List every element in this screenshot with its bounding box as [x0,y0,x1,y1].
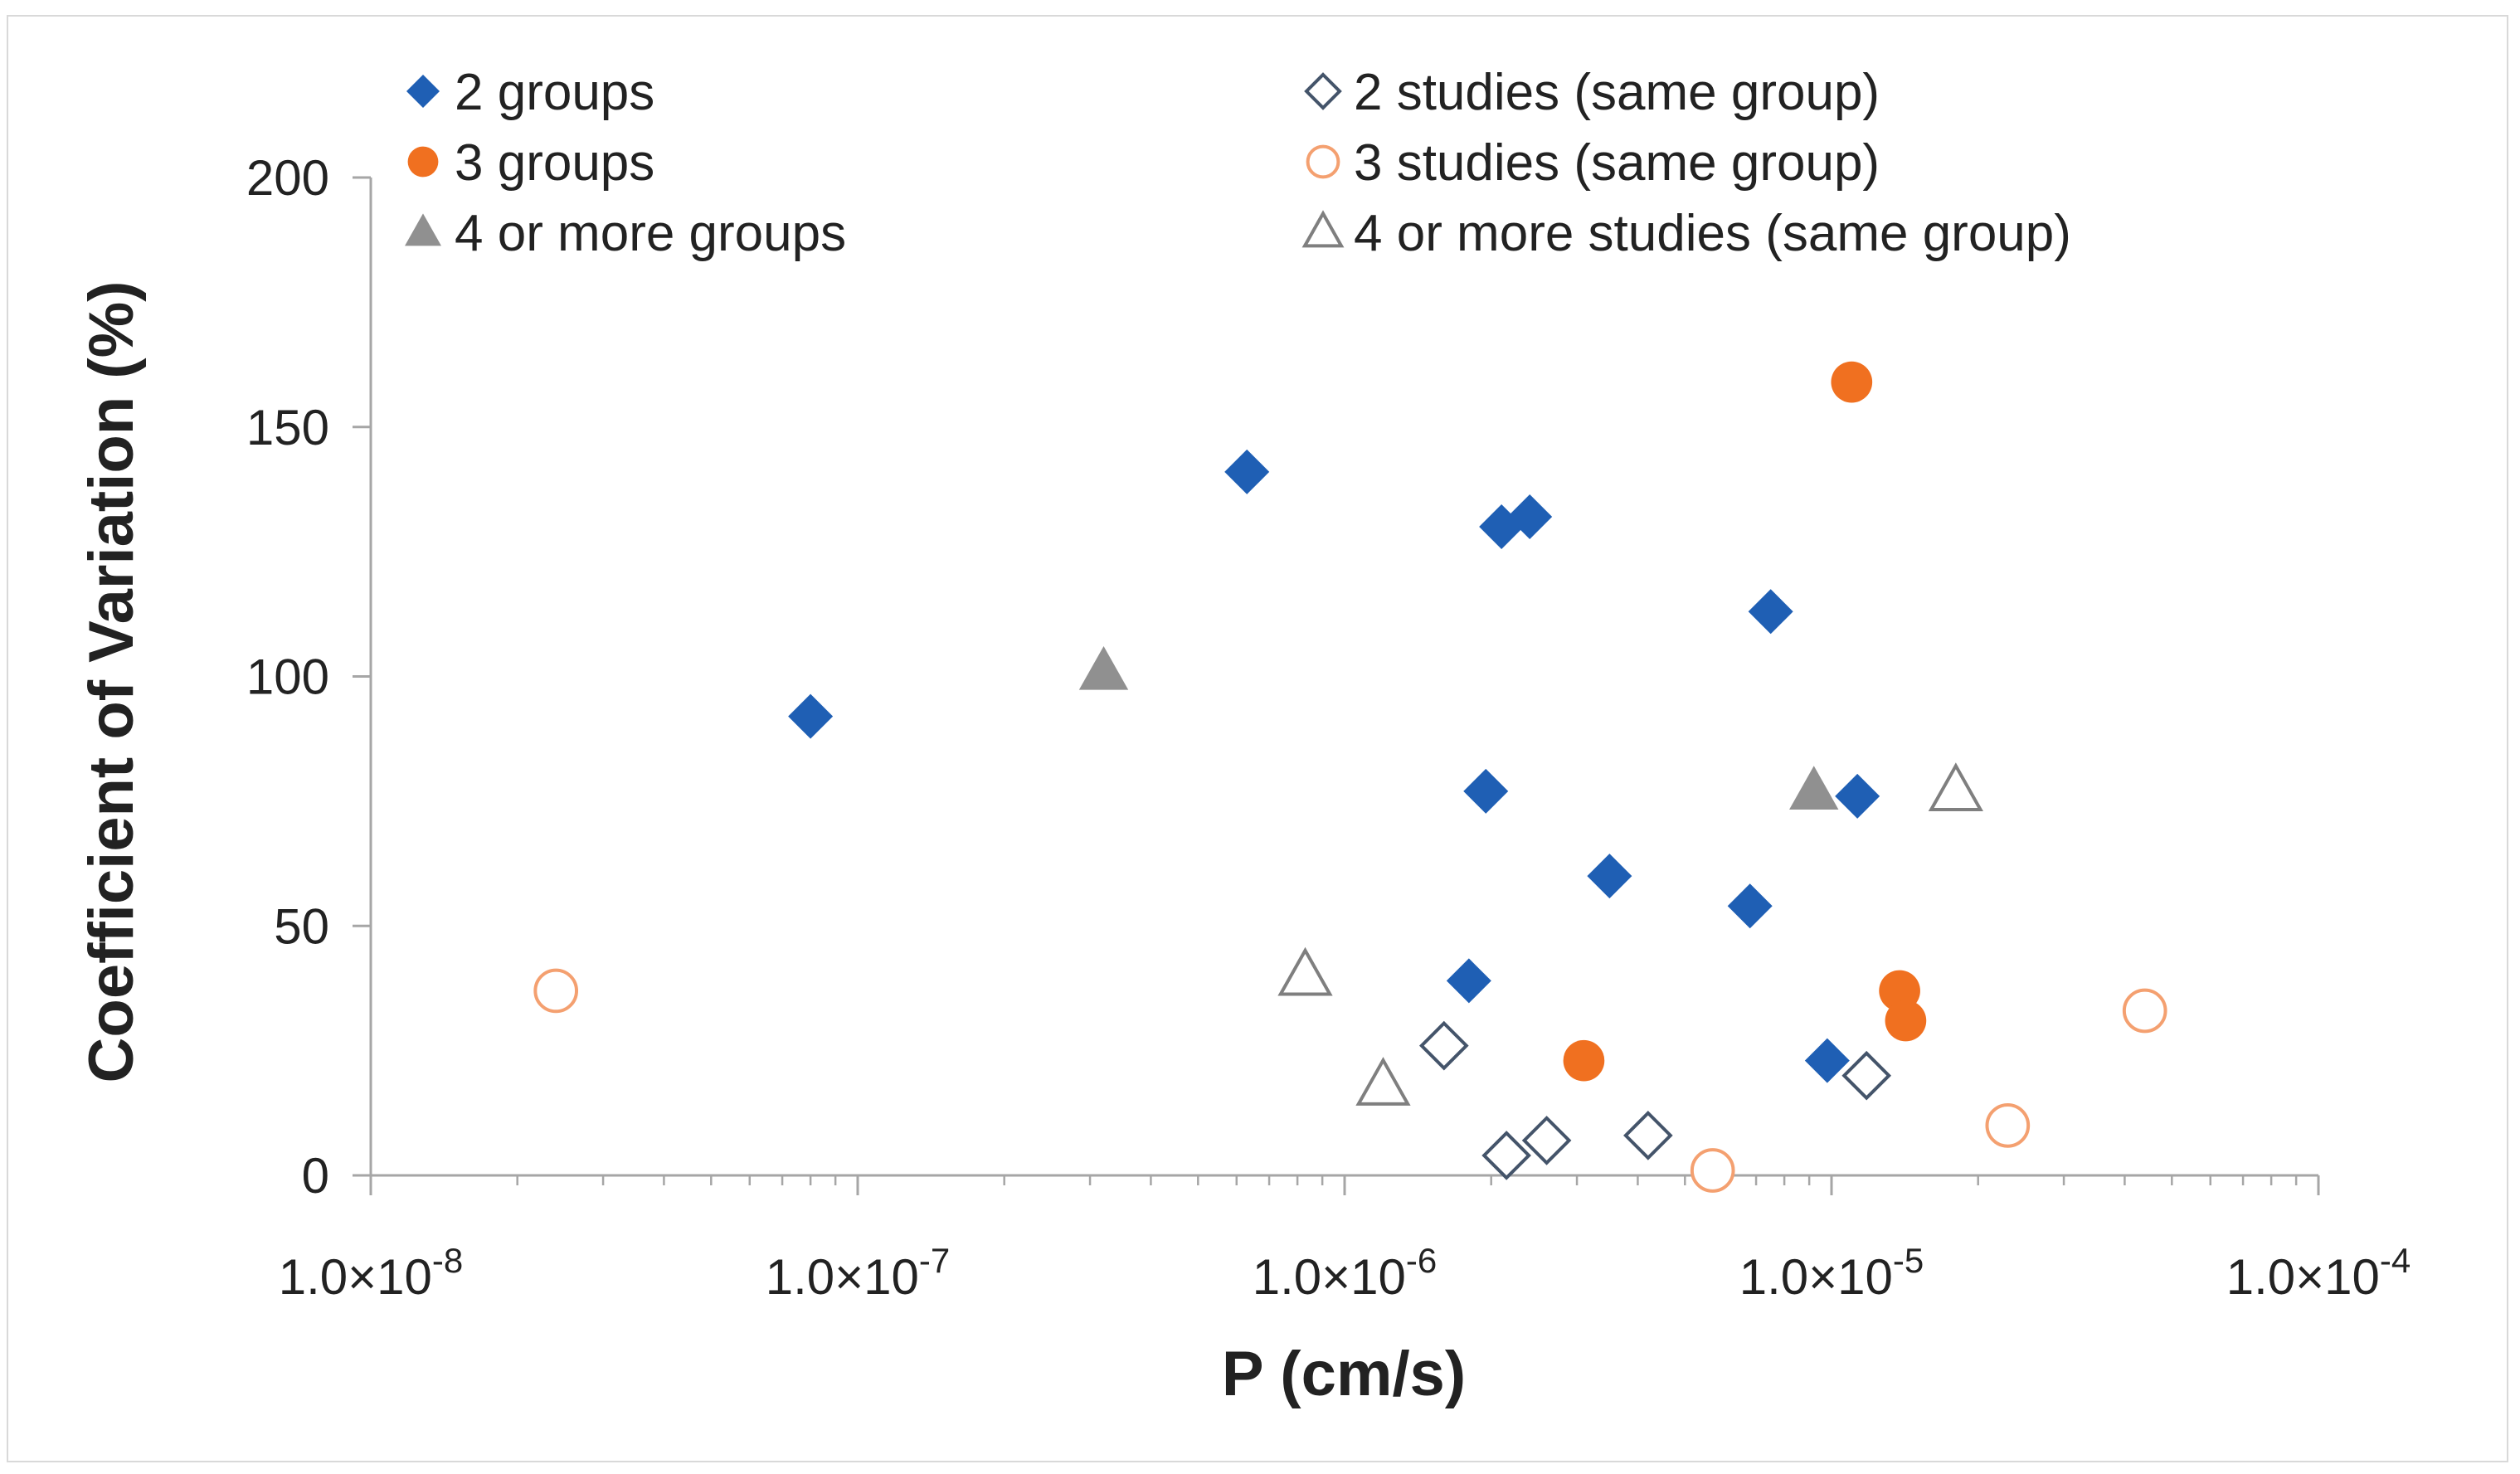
data-point [1690,1148,1735,1193]
series-4-or-more-groups [1078,645,1839,810]
legend-marker [406,75,440,108]
legend-marker [407,146,439,178]
axis-tick-labels: 0 50 100 150 200 1.0×10-8 1.0×10-7 1.0×10-6 1.0×… [246,150,2411,1305]
data-point [1521,1116,1572,1165]
data-point [1418,1020,1469,1071]
data-point [1804,1038,1850,1083]
data-point [1727,883,1773,929]
legend-label: 2 groups [455,64,654,121]
x-tick-label: 1.0×10-6 [1253,1241,1438,1305]
data-point [1835,773,1880,819]
x-tick-label: 1.0×10-4 [2226,1241,2411,1305]
data-point [1224,449,1270,494]
series-2-studies-same-group [1418,1020,1892,1180]
data-point [1355,1057,1411,1106]
legend-label: 3 groups [455,134,654,192]
y-tick-label: 100 [246,649,329,705]
data-point [1831,361,1873,403]
data-point [1563,1039,1605,1082]
legend-label: 2 studies (same group) [1354,64,1880,121]
axis-ticks [353,176,2320,1195]
y-tick-label: 200 [246,150,329,206]
data-point [1748,589,1793,635]
y-tick-label: 150 [246,400,329,455]
data-points [533,361,2167,1193]
series-4-or-more-studies-same-group [1277,762,1983,1106]
legend: 2 groups 3 groups 4 or more groups 2 studie… [405,64,2071,262]
series-3-studies-same-group [533,968,2167,1193]
data-point [1078,645,1129,690]
data-point [1623,1111,1673,1160]
data-point [1841,1050,1892,1101]
series-2-groups [788,449,1880,1083]
data-point [1463,768,1509,814]
data-point [1446,958,1491,1004]
legend-item: 3 studies (same group) [1306,134,1880,192]
y-tick-label: 0 [302,1148,329,1204]
data-point [1507,494,1553,540]
data-point [1928,762,1983,811]
legend-item: 2 studies (same group) [1304,64,1880,121]
legend-item: 4 or more groups [405,205,846,262]
x-tick-label: 1.0×10-8 [279,1241,464,1305]
legend-marker [1304,72,1342,110]
data-point [2122,988,2167,1034]
series-3-groups [1563,361,1927,1082]
x-tick-label: 1.0×10-5 [1739,1241,1924,1305]
data-point [533,968,579,1014]
legend-marker [405,213,441,246]
x-tick-label: 1.0×10-7 [766,1241,951,1305]
data-point [1985,1103,2031,1148]
legend-marker [1306,144,1340,179]
data-point [1587,854,1632,899]
legend-label: 4 or more studies (same group) [1354,205,2071,262]
data-point [788,693,834,739]
axes [369,178,2318,1177]
x-axis-title: P (cm/s) [1222,1339,1466,1409]
legend-label: 3 studies (same group) [1354,134,1880,192]
legend-item: 2 groups [406,64,654,121]
legend-item: 3 groups [407,134,654,192]
legend-label: 4 or more groups [455,205,846,262]
legend-item: 4 or more studies (same group) [1301,205,2071,262]
data-point [1789,766,1839,810]
data-point [1277,946,1333,996]
y-tick-label: 50 [274,898,329,954]
legend-marker [1301,210,1345,248]
chart-frame [7,15,2508,1462]
y-axis-title: Coefficient of Variation (%) [76,281,147,1083]
data-point [1885,1000,1927,1042]
data-point [1481,1131,1531,1180]
